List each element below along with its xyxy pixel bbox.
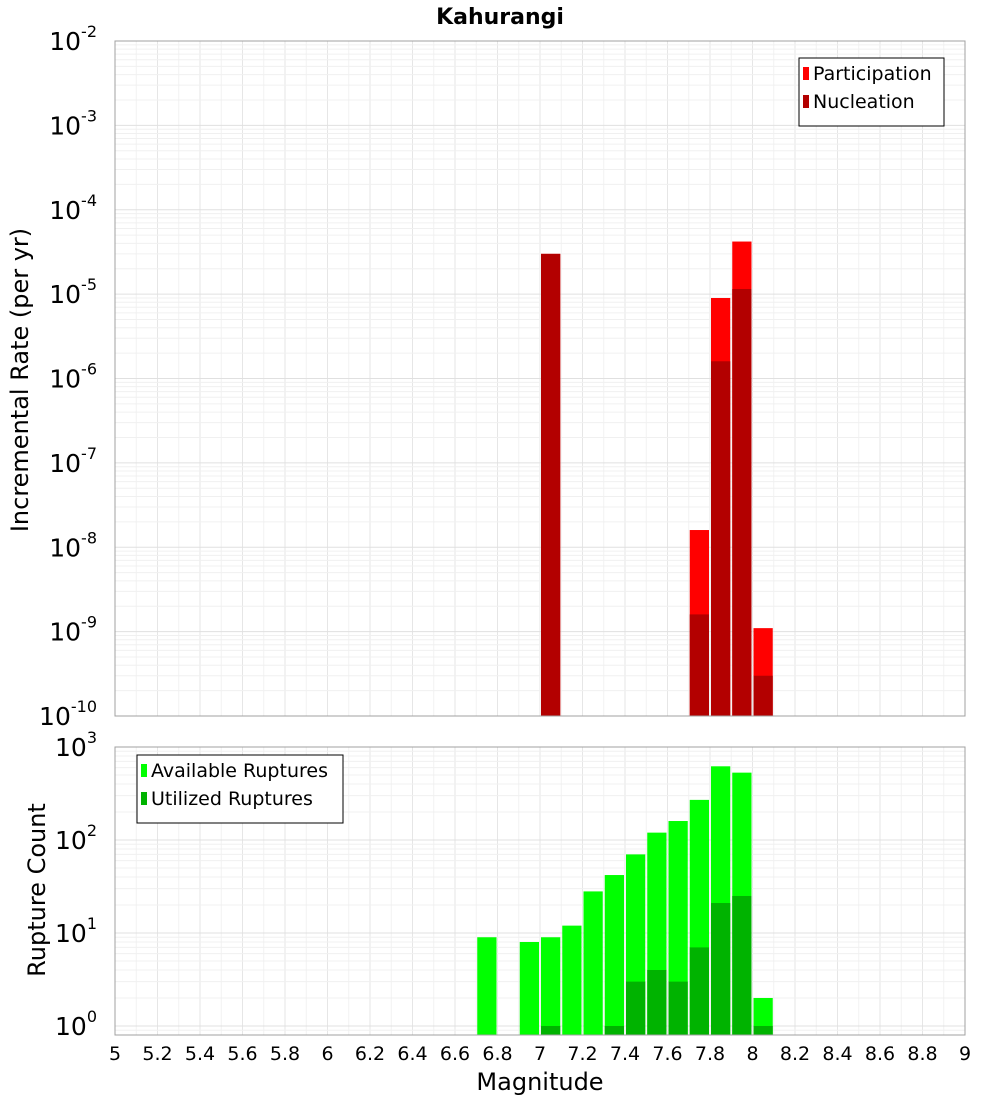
x-tick-label: 8.8 bbox=[907, 1043, 937, 1065]
x-tick-label: 8.2 bbox=[780, 1043, 810, 1065]
bottom-bar-available-ruptures bbox=[583, 891, 603, 1035]
top-y-tick-label: 10-9 bbox=[49, 613, 97, 647]
bottom-bar-utilized-ruptures bbox=[647, 969, 667, 1035]
bottom-bar-utilized-ruptures bbox=[604, 1025, 624, 1035]
bottom-legend: Available Ruptures Utilized Ruptures bbox=[136, 754, 344, 824]
x-tick-label: 7.8 bbox=[695, 1043, 725, 1065]
bottom-bar-utilized-ruptures bbox=[732, 895, 752, 1035]
bottom-bar-utilized-ruptures bbox=[668, 981, 688, 1035]
bottom-plot-border bbox=[114, 746, 966, 1036]
top-y-tick-label: 10-10 bbox=[39, 697, 97, 731]
bottom-bar-available-ruptures bbox=[668, 821, 688, 1035]
top-y-ticks: 10-10 10-9 10-8 10-7 10-6 10-5 10-4 10-3 10-2 bbox=[39, 22, 97, 731]
x-tick-label: 7.4 bbox=[610, 1043, 640, 1065]
bottom-bar-utilized-ruptures bbox=[689, 947, 709, 1035]
x-tick-label: 6.6 bbox=[440, 1043, 470, 1065]
x-tick-label: 5.4 bbox=[185, 1043, 215, 1065]
bottom-bar-available-ruptures bbox=[753, 997, 773, 1035]
x-tick-label: 7.6 bbox=[652, 1043, 682, 1065]
bottom-bar-utilized-ruptures bbox=[541, 1025, 561, 1035]
top-legend: Participation Nucleation bbox=[798, 57, 945, 127]
bottom-y-axis-label: Rupture Count bbox=[23, 803, 51, 977]
chart-title: Kahurangi bbox=[436, 5, 564, 30]
x-tick-label: 5.6 bbox=[227, 1043, 257, 1065]
x-tick-label: 7.2 bbox=[567, 1043, 597, 1065]
top-y-tick-label: 10-2 bbox=[49, 22, 97, 56]
x-tick-label: 5.2 bbox=[142, 1043, 172, 1065]
top-y-axis-label: Incremental Rate (per yr) bbox=[6, 228, 34, 532]
top-bar-nucleation bbox=[689, 614, 709, 716]
x-ticks: 5 5.2 5.4 5.6 5.8 6 6.2 6.4 6.6 6.8 7 7.2 7.4 7.6 7.8 8… bbox=[109, 1043, 971, 1065]
bottom-bar-available-ruptures bbox=[541, 937, 561, 1035]
top-bar-nucleation bbox=[732, 289, 752, 716]
x-tick-label: 8.6 bbox=[865, 1043, 895, 1065]
top-bar-nucleation bbox=[711, 361, 731, 716]
bottom-legend-swatch bbox=[141, 764, 147, 777]
x-tick-label: 9 bbox=[959, 1043, 971, 1065]
bottom-bar-available-ruptures bbox=[604, 875, 624, 1035]
x-tick-label: 6.8 bbox=[482, 1043, 512, 1065]
bottom-legend-box bbox=[136, 754, 344, 824]
top-y-tick-label: 10-4 bbox=[49, 191, 97, 225]
bottom-legend-label: Utilized Ruptures bbox=[151, 788, 313, 810]
top-y-tick-label: 10-5 bbox=[49, 275, 97, 309]
bottom-y-tick-label: 100 bbox=[55, 1007, 97, 1041]
top-bars bbox=[541, 241, 773, 717]
x-tick-label: 6.2 bbox=[355, 1043, 385, 1065]
bottom-bar-available-ruptures bbox=[562, 925, 582, 1035]
x-tick-label: 7 bbox=[534, 1043, 546, 1065]
top-y-tick-label: 10-7 bbox=[49, 444, 97, 478]
bottom-bars bbox=[477, 766, 773, 1035]
top-legend-swatch bbox=[803, 95, 809, 108]
top-plot-border bbox=[114, 40, 966, 717]
top-legend-swatch bbox=[803, 67, 809, 80]
top-bar-nucleation bbox=[541, 253, 561, 716]
bottom-bar-available-ruptures bbox=[519, 942, 539, 1035]
top-y-tick-label: 10-8 bbox=[49, 528, 97, 562]
x-tick-label: 5 bbox=[109, 1043, 121, 1065]
bottom-legend-swatch bbox=[141, 792, 147, 805]
top-y-tick-label: 10-6 bbox=[49, 360, 97, 394]
x-tick-label: 6.4 bbox=[397, 1043, 427, 1065]
x-tick-label: 6 bbox=[321, 1043, 333, 1065]
bottom-bar-utilized-ruptures bbox=[753, 1025, 773, 1035]
x-tick-label: 8 bbox=[746, 1043, 758, 1065]
top-bar-nucleation bbox=[753, 675, 773, 716]
bottom-y-tick-label: 102 bbox=[55, 821, 97, 855]
top-panel: 10-10 10-9 10-8 10-7 10-6 10-5 10-4 10-3 10-2 Par… bbox=[39, 22, 966, 731]
x-axis-label: Magnitude bbox=[476, 1068, 603, 1096]
top-legend-label: Participation bbox=[813, 63, 932, 85]
bottom-legend-label: Available Ruptures bbox=[151, 760, 328, 782]
top-legend-box bbox=[798, 57, 945, 127]
bottom-bar-utilized-ruptures bbox=[711, 903, 731, 1035]
bottom-bar-available-ruptures bbox=[477, 937, 497, 1035]
bottom-y-ticks: 100 101 102 103 bbox=[55, 728, 97, 1041]
x-tick-label: 8.4 bbox=[822, 1043, 852, 1065]
top-legend-label: Nucleation bbox=[813, 91, 915, 113]
bottom-y-tick-label: 101 bbox=[55, 914, 97, 948]
top-grid bbox=[114, 40, 966, 717]
bottom-bar-utilized-ruptures bbox=[626, 981, 646, 1035]
x-tick-label: 5.8 bbox=[270, 1043, 300, 1065]
top-y-tick-label: 10-3 bbox=[49, 106, 97, 140]
bottom-y-tick-label: 103 bbox=[55, 728, 97, 762]
